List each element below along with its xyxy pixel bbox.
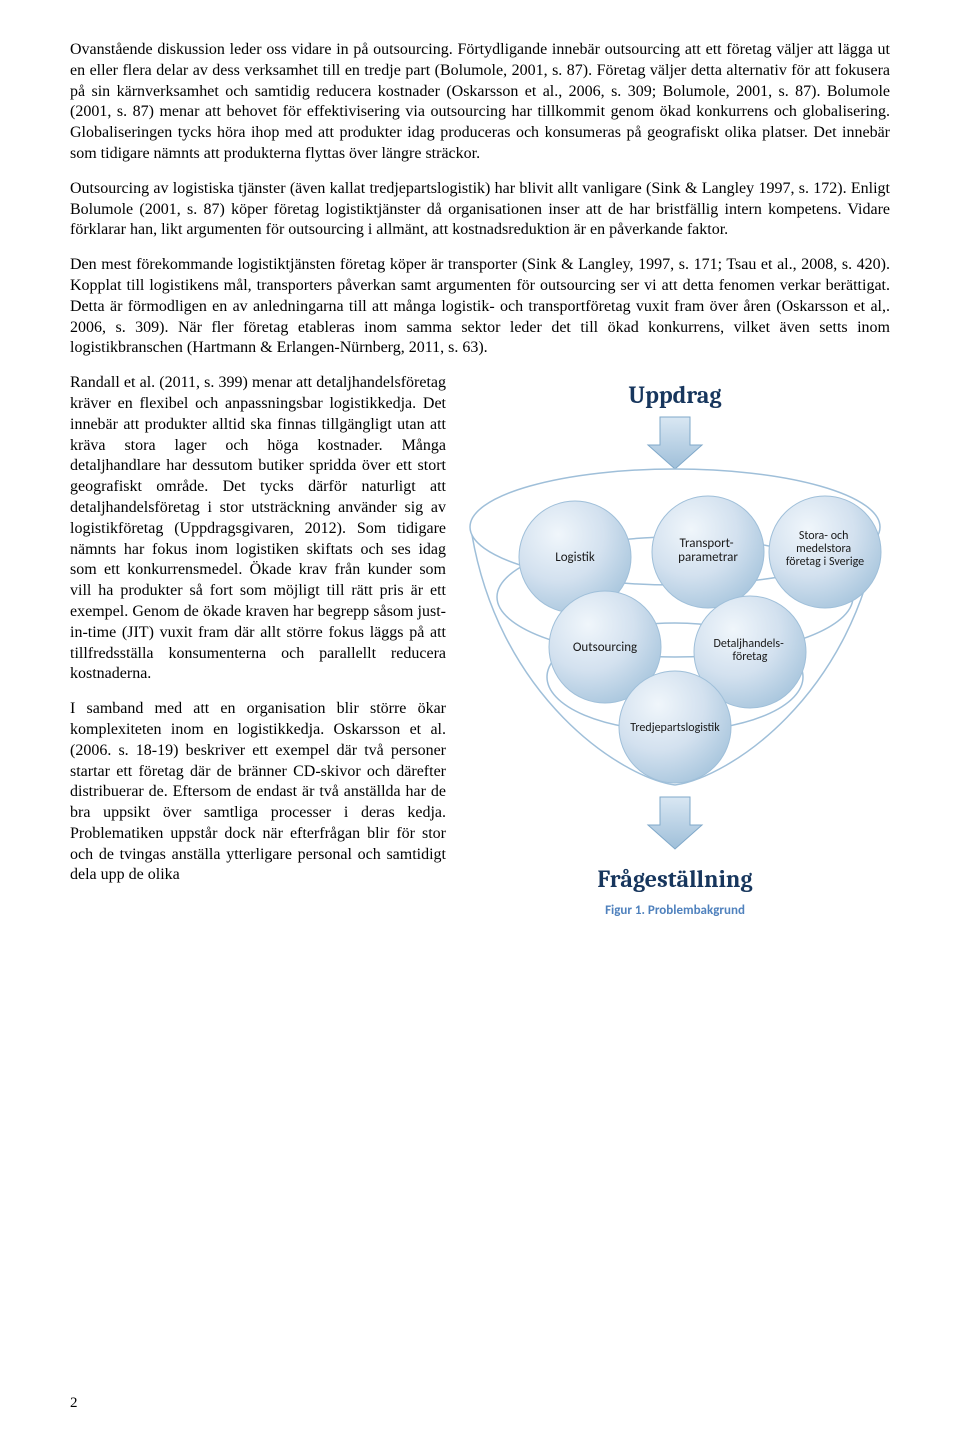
- node-logistik-label: Logistik: [555, 550, 595, 565]
- paragraph-1: Ovanstående diskussion leder oss vidare …: [70, 40, 890, 165]
- arrow-down-bottom: [648, 797, 702, 849]
- node-transport-label: Transport- parametrar: [678, 536, 738, 565]
- page: Ovanstående diskussion leder oss vidare …: [0, 0, 960, 1432]
- node-outsourcing-label: Outsourcing: [573, 640, 637, 655]
- funnel-diagram-svg: Uppdrag Logistik: [460, 377, 890, 897]
- figure-caption: Figur 1. Problembakgrund: [460, 903, 890, 918]
- page-number: 2: [70, 1395, 78, 1412]
- paragraph-2: Outsourcing av logistiska tjänster (även…: [70, 179, 890, 241]
- figure-top-label: Uppdrag: [628, 381, 721, 409]
- figure-caption-text: Figur 1. Problembakgrund: [605, 903, 745, 918]
- arrow-down-top: [648, 417, 702, 469]
- figure-bottom-label: Frågeställning: [597, 865, 752, 893]
- node-tredje-label: Tredjepartslogistik: [630, 721, 720, 735]
- figure-problembakgrund: Uppdrag Logistik: [460, 377, 890, 918]
- node-tredje: Tredjepartslogistik: [619, 671, 731, 783]
- paragraph-3: Den mest förekommande logistiktjänsten f…: [70, 255, 890, 359]
- node-transport: Transport- parametrar: [652, 496, 764, 608]
- node-stora: Stora- och medelstora företag i Sverige: [769, 496, 881, 608]
